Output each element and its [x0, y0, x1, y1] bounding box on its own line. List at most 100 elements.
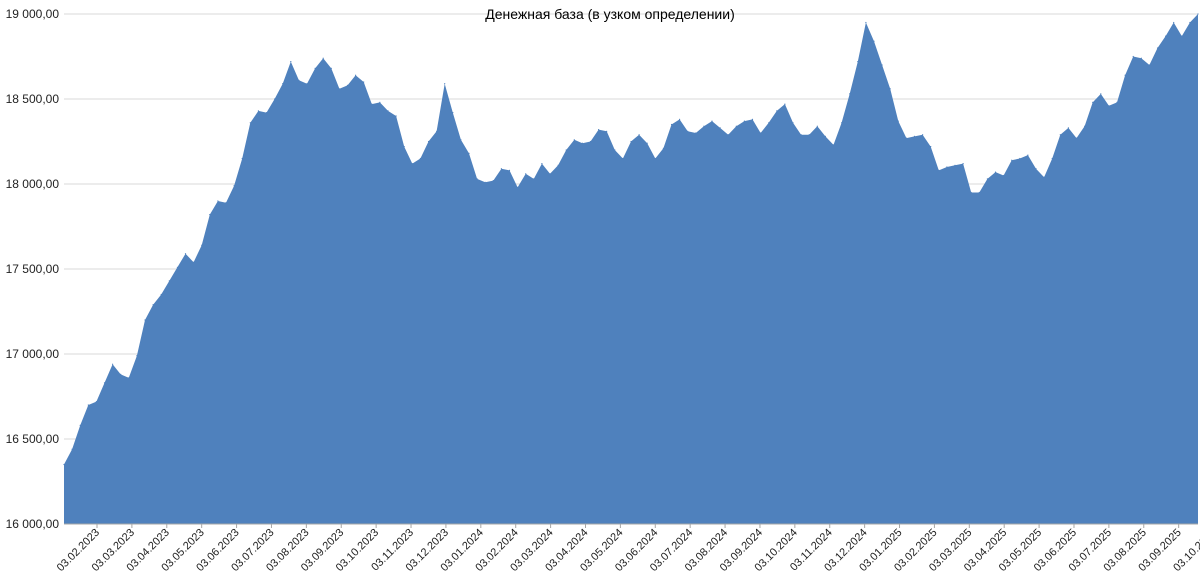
data-point — [176, 266, 178, 268]
data-point — [1156, 47, 1159, 49]
data-point — [646, 142, 648, 144]
data-point — [193, 261, 195, 263]
data-point — [136, 355, 138, 357]
data-point — [606, 130, 608, 132]
data-point — [565, 149, 567, 151]
data-point — [922, 134, 924, 136]
data-point — [638, 134, 640, 136]
data-point — [1059, 134, 1061, 136]
data-point — [1132, 55, 1134, 58]
y-tick-label: 19 000,00 — [6, 7, 60, 21]
data-point — [444, 83, 446, 85]
data-point — [727, 134, 729, 136]
data-point — [905, 137, 908, 139]
data-point — [654, 157, 656, 160]
data-point — [743, 120, 746, 122]
data-point — [290, 61, 292, 63]
data-point — [1019, 157, 1021, 160]
data-point — [257, 110, 259, 112]
data-point — [419, 157, 421, 160]
data-point — [436, 130, 438, 132]
data-point — [1092, 101, 1094, 103]
data-point — [832, 144, 835, 146]
data-point — [1011, 159, 1013, 161]
y-axis: 16 000,00 16 500,00 17 000,00 17 500,00 18 0… — [6, 7, 60, 531]
data-point — [970, 191, 972, 194]
data-point — [395, 115, 397, 117]
data-point — [589, 140, 592, 143]
data-point — [525, 173, 527, 175]
data-point — [784, 103, 786, 105]
data-point — [614, 149, 616, 151]
data-point — [468, 152, 470, 154]
data-point — [768, 122, 770, 124]
data-point — [1051, 157, 1053, 160]
data-point — [144, 319, 146, 321]
data-point — [816, 125, 818, 127]
data-point — [841, 122, 843, 124]
data-point — [687, 130, 689, 132]
data-point — [573, 139, 575, 141]
data-point — [1173, 21, 1175, 24]
data-point — [776, 110, 778, 112]
data-point — [379, 101, 381, 103]
data-point — [241, 157, 243, 160]
data-point — [500, 168, 502, 170]
data-point — [679, 118, 681, 120]
data-point — [630, 140, 632, 143]
data-point — [622, 157, 624, 160]
data-point — [225, 202, 227, 204]
data-point — [938, 169, 940, 171]
data-point — [1189, 21, 1191, 24]
data-point — [978, 191, 980, 194]
data-point — [808, 134, 810, 136]
data-point — [598, 129, 600, 131]
data-point — [800, 134, 802, 136]
data-point — [792, 122, 794, 124]
y-tick-label: 18 500,00 — [6, 92, 60, 106]
data-point — [1100, 93, 1102, 95]
data-point — [581, 142, 584, 144]
data-point — [946, 166, 948, 168]
data-point — [889, 88, 891, 90]
data-point — [1067, 127, 1069, 129]
data-point — [79, 424, 81, 426]
data-point — [298, 79, 300, 81]
data-point — [1003, 174, 1005, 177]
data-point — [314, 67, 316, 69]
data-point — [387, 110, 389, 112]
data-point — [703, 125, 705, 127]
data-point — [849, 93, 851, 95]
data-point — [662, 147, 665, 149]
data-point — [63, 463, 65, 466]
data-point — [403, 146, 405, 148]
data-point — [719, 127, 721, 129]
data-point — [1108, 105, 1110, 107]
data-point — [1035, 168, 1037, 170]
data-point — [873, 40, 875, 42]
data-point — [751, 118, 754, 120]
data-point — [865, 21, 867, 24]
data-point — [1165, 35, 1167, 37]
data-point — [557, 164, 559, 166]
data-point — [508, 169, 511, 171]
data-point — [1043, 176, 1045, 178]
data-point — [217, 200, 219, 202]
data-point — [930, 146, 932, 148]
data-point — [346, 84, 349, 86]
data-point — [371, 103, 373, 105]
data-point — [1084, 125, 1086, 127]
data-point — [1181, 35, 1183, 37]
y-tick-label: 17 000,00 — [6, 347, 60, 361]
data-point — [492, 180, 494, 182]
data-point — [330, 67, 332, 69]
data-point — [249, 122, 251, 124]
data-point — [897, 120, 899, 122]
data-point — [1075, 137, 1078, 139]
data-point — [760, 132, 762, 134]
chart-title: Денежная база (в узком определении) — [485, 6, 735, 22]
data-point — [120, 373, 122, 375]
data-point — [306, 83, 308, 85]
data-point — [484, 181, 486, 183]
